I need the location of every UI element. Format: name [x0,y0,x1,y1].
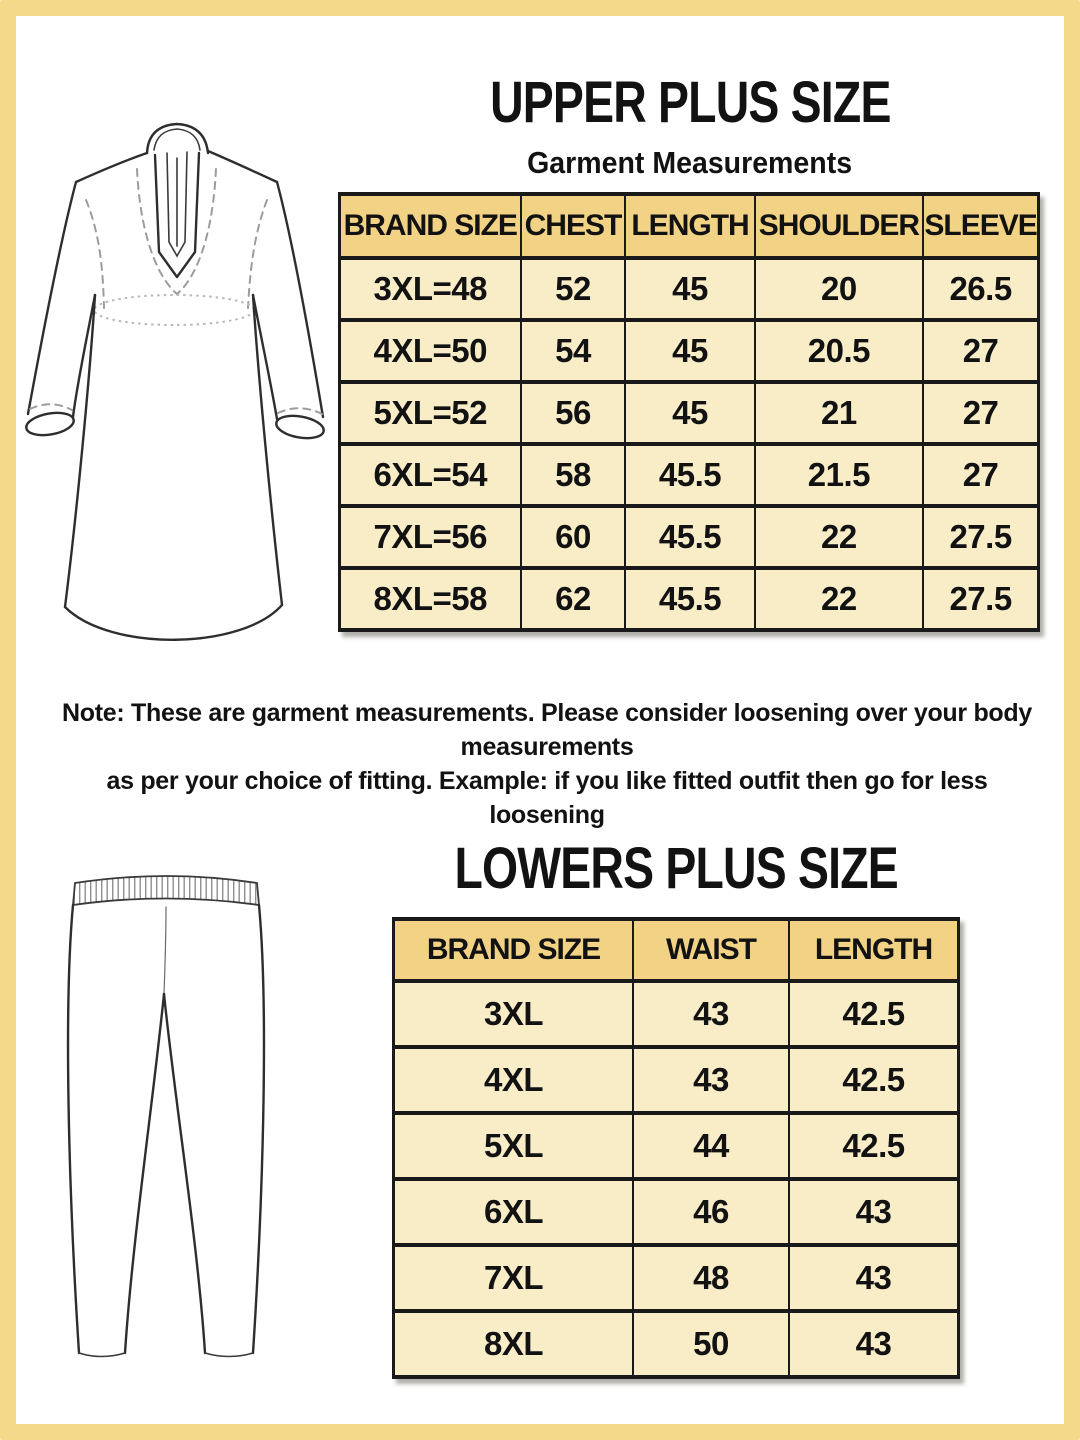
table-cell: 27.5 [922,566,1040,632]
column-header: WAIST [632,917,790,983]
table-cell: 22 [753,504,925,570]
table-row: 5XL 44 42.5 [392,1111,960,1181]
table-cell: 20 [753,256,925,322]
table-cell: 7XL=56 [338,504,522,570]
table-cell: 45 [624,318,756,384]
table-row: 7XL=56 60 45.5 22 27.5 [338,504,1040,570]
table-cell: 27 [922,318,1040,384]
table-cell: 3XL [392,979,635,1049]
table-row: 4XL 43 42.5 [392,1045,960,1115]
table-cell: 43 [632,979,790,1049]
table-cell: 26.5 [922,256,1040,322]
table-cell: 45 [624,380,756,446]
column-header: CHEST [519,192,627,260]
table-cell: 8XL [392,1309,635,1379]
table-cell: 43 [787,1309,960,1379]
table-cell: 3XL=48 [338,256,522,322]
table-cell: 8XL=58 [338,566,522,632]
table-cell: 22 [753,566,925,632]
fit-note-line1: Note: These are garment measurements. Pl… [62,699,1032,761]
lowers-section-title: LOWERS PLUS SIZE [454,836,898,901]
table-cell: 42.5 [787,1045,960,1115]
table-row: 3XL 43 42.5 [392,979,960,1049]
table-cell: 45.5 [624,566,756,632]
table-row: 6XL 46 43 [392,1177,960,1247]
lower-size-table: BRAND SIZE WAIST LENGTH 3XL 43 42.5 4XL 43 42.5 5… [392,917,960,1379]
table-cell: 43 [787,1177,960,1247]
table-cell: 45.5 [624,442,756,508]
upper-section-title: UPPER PLUS SIZE [489,70,891,135]
table-row: 5XL=52 56 45 21 27 [338,380,1040,446]
table-cell: 27.5 [922,504,1040,570]
table-cell: 20.5 [753,318,925,384]
table-cell: 4XL [392,1045,635,1115]
fit-note-line2: as per your choice of fitting. Example: … [106,767,988,829]
table-cell: 4XL=50 [338,318,522,384]
table-cell: 52 [519,256,627,322]
column-header: SLEEVE [922,192,1040,260]
table-cell: 42.5 [787,979,960,1049]
table-cell: 58 [519,442,627,508]
table-cell: 6XL [392,1177,635,1247]
table-cell: 62 [519,566,627,632]
table-row: 8XL=58 62 45.5 22 27.5 [338,566,1040,632]
table-cell: 44 [632,1111,790,1181]
table-row: 4XL=50 54 45 20.5 27 [338,318,1040,384]
table-cell: 46 [632,1177,790,1247]
kurta-illustration [25,122,325,641]
table-cell: 54 [519,318,627,384]
table-cell: 60 [519,504,627,570]
table-cell: 27 [922,380,1040,446]
table-cell: 27 [922,442,1040,508]
header-row: BRAND SIZE WAIST LENGTH [392,917,960,983]
column-header: SHOULDER [753,192,925,260]
table-row: 8XL 50 43 [392,1309,960,1379]
table-cell: 48 [632,1243,790,1313]
table-cell: 43 [632,1045,790,1115]
table-cell: 56 [519,380,627,446]
column-header: LENGTH [624,192,756,260]
header-row: BRAND SIZE CHEST LENGTH SHOULDER SLEEVE [338,192,1040,260]
column-header: BRAND SIZE [392,917,635,983]
upper-size-table: BRAND SIZE CHEST LENGTH SHOULDER SLEEVE 3XL=4… [338,192,1040,632]
table-cell: 42.5 [787,1111,960,1181]
table-cell: 5XL=52 [338,380,522,446]
leggings-illustration [66,875,266,1358]
table-cell: 45.5 [624,504,756,570]
table-cell: 5XL [392,1111,635,1181]
table-cell: 6XL=54 [338,442,522,508]
table-cell: 7XL [392,1243,635,1313]
table-cell: 21.5 [753,442,925,508]
garment-measurements-subtitle: Garment Measurements [527,145,853,180]
column-header: LENGTH [787,917,960,983]
table-cell: 21 [753,380,925,446]
table-cell: 43 [787,1243,960,1313]
table-row: 3XL=48 52 45 20 26.5 [338,256,1040,322]
table-row: 6XL=54 58 45.5 21.5 27 [338,442,1040,508]
table-cell: 45 [624,256,756,322]
fit-note: Note: These are garment measurements. Pl… [52,696,1042,832]
column-header: BRAND SIZE [338,192,522,260]
table-cell: 50 [632,1309,790,1379]
table-row: 7XL 48 43 [392,1243,960,1313]
